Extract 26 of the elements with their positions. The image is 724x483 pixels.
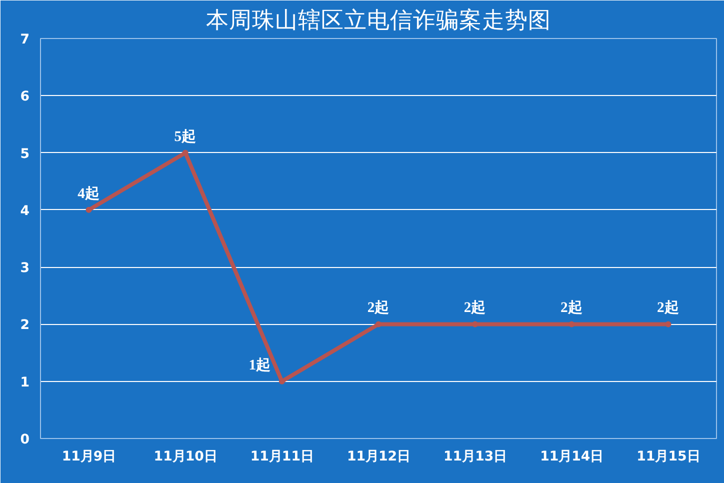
x-tick-label: 11月13日	[444, 450, 507, 464]
y-tick-label: 6	[20, 90, 30, 105]
point	[376, 321, 382, 328]
y-tick-label: 2	[20, 318, 30, 334]
y-tick-label: 3	[20, 261, 30, 276]
point	[86, 206, 92, 213]
x-tick-label: 11月11日	[250, 450, 314, 464]
data-label: 4起	[78, 184, 100, 202]
data-label: 2起	[367, 299, 390, 316]
data-label: 5起	[174, 128, 197, 145]
x-tick-label: 11月14日	[540, 450, 604, 464]
x-tick-label: 11月10日	[154, 450, 217, 464]
data-label: 2起	[560, 299, 583, 316]
y-tick-label: 0	[20, 432, 30, 448]
y-tick-label: 1	[20, 375, 30, 390]
y-tick-label: 5	[20, 146, 30, 162]
data-label: 2起	[657, 299, 680, 316]
data-label: 1起	[248, 356, 272, 374]
data-label: 2起	[464, 299, 486, 316]
x-tick-label: 11月15日	[636, 450, 700, 464]
y-tick-label: 4	[20, 204, 30, 219]
x-tick-label: 11月9日	[62, 450, 116, 464]
x-tick-label: 11月12日	[346, 450, 410, 464]
point	[665, 321, 672, 328]
chart-title: 本周珠山辖区立电信诈骗案走势图	[206, 8, 551, 34]
y-tick-label: 7	[20, 32, 30, 48]
